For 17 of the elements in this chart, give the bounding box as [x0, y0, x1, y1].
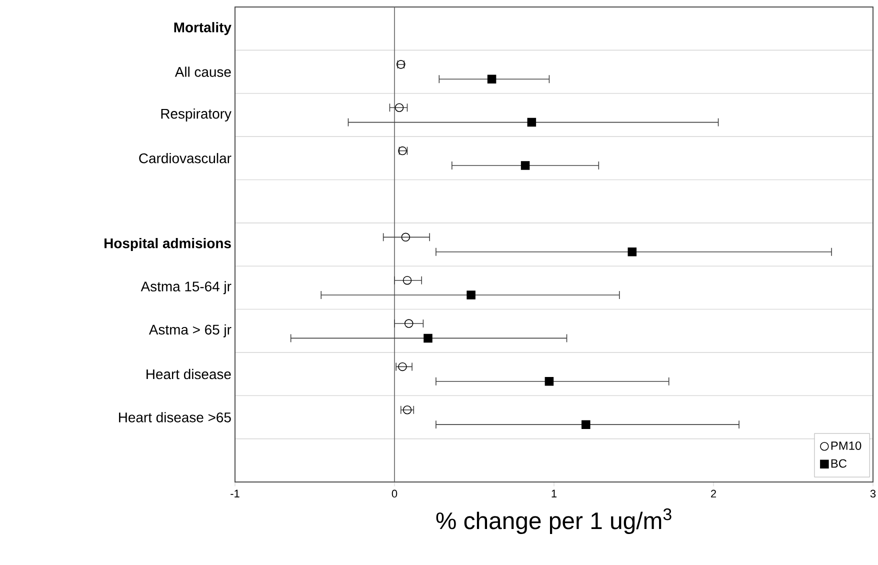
x-tick-label: 3	[870, 490, 876, 498]
y-tick-label: Hospital admisions	[104, 238, 231, 251]
x-axis-title: % change per 1 ug/m$^{3}$	[436, 508, 672, 534]
y-tick-label: All cause	[174, 66, 231, 77]
x-tick-label: -1	[230, 490, 240, 498]
y-tick-label: Astma > 65 jr	[148, 324, 232, 338]
legend-label: PM10	[831, 441, 862, 450]
x-tick-label: 1	[552, 490, 557, 498]
x-tick-label: 2	[711, 490, 716, 498]
y-tick-label: Mortality	[174, 22, 232, 36]
y-tick-label: Cardiovascular	[139, 153, 232, 164]
y-tick-label: Respiratory	[161, 108, 232, 122]
y-tick-label: Heart disease >65	[119, 412, 231, 422]
y-tick-label: Astma 15-64 jr	[140, 281, 232, 294]
x-tick-label: 0	[392, 490, 398, 498]
legend-label: BC	[831, 459, 847, 468]
y-tick-label: Heart disease	[146, 368, 231, 380]
